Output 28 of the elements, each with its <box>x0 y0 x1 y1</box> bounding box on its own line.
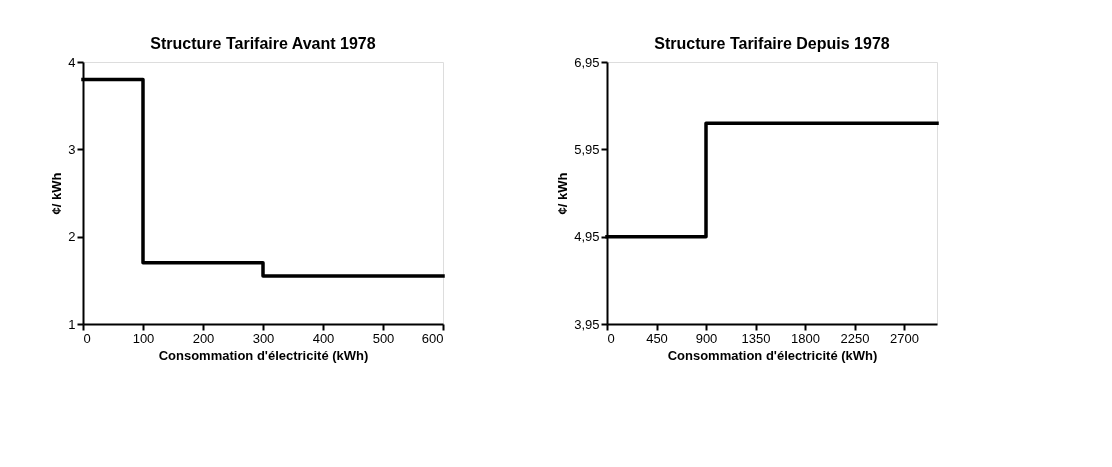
x-axis-title: Consommation d'électricité (kWh) <box>158 347 369 363</box>
y-axis-title: ¢/ kWh <box>555 172 571 215</box>
y-tick-label: 1 <box>68 316 76 332</box>
x-tick-label: 200 <box>192 330 215 346</box>
chart-title: Structure Tarifaire Depuis 1978 <box>654 35 890 52</box>
y-tick-label: 5,95 <box>574 141 600 157</box>
y-tick-label: 4,95 <box>574 229 600 245</box>
x-tick-label: 450 <box>646 330 668 346</box>
y-tick-label: 2 <box>68 229 76 245</box>
x-tick-label: 2700 <box>890 330 919 346</box>
x-tick-label: 900 <box>695 330 718 346</box>
x-tick-label: 500 <box>372 330 395 346</box>
y-tick-label: 6,95 <box>574 54 600 70</box>
x-tick-label: 300 <box>252 330 275 346</box>
x-tick-label: 400 <box>312 330 335 346</box>
x-tick-label: 1800 <box>791 330 820 346</box>
x-tick-label: 0 <box>83 330 91 346</box>
chart-title: Structure Tarifaire Avant 1978 <box>150 35 376 52</box>
x-tick-label: 2250 <box>840 330 870 346</box>
y-tick-label: 3,95 <box>574 316 600 332</box>
x-axis-title: Consommation d'électricité (kWh) <box>667 347 878 363</box>
x-tick-label: 100 <box>132 330 155 346</box>
x-tick-label: 600 <box>421 330 444 346</box>
y-tick-label: 4 <box>68 54 76 70</box>
x-tick-label: 0 <box>607 330 615 346</box>
y-tick-label: 3 <box>68 141 76 157</box>
x-tick-label: 1350 <box>741 330 771 346</box>
y-axis-title: ¢/ kWh <box>49 172 65 215</box>
